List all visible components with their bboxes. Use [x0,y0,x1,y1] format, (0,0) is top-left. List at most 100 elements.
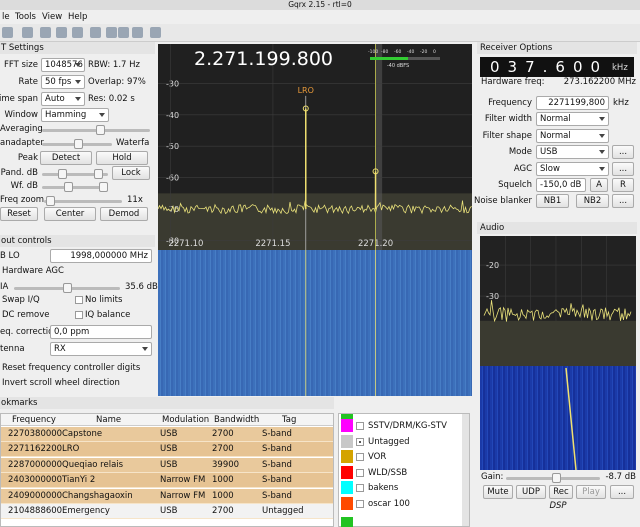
slider-handle[interactable] [46,196,55,206]
button[interactable]: ... [612,194,634,208]
toolbar-icon[interactable] [132,27,143,38]
toolbar-icon[interactable] [150,27,161,38]
input-field[interactable]: Normal [536,129,609,143]
slider-handle[interactable] [99,182,108,192]
toolbar-icon[interactable] [118,27,129,38]
slider-handle[interactable] [58,169,67,179]
menu-item[interactable]: le [2,12,10,22]
toolbar-icon[interactable] [2,27,13,38]
label: Noise blanker [474,196,532,206]
table-cell: S-band [262,475,292,486]
checkbox[interactable] [356,500,364,508]
label: Overlap: 97% [88,77,146,87]
y-tick-label: -40 [166,111,179,120]
button[interactable]: Reset [0,207,38,221]
meter-level [370,57,408,60]
table-cell: Changshagaoxin [62,490,133,501]
checkbox[interactable] [356,484,364,493]
dropdown-arrow[interactable] [75,97,81,101]
input-field[interactable]: 1048576 [41,58,85,72]
input-field[interactable]: RX [50,342,152,356]
menu-item[interactable]: Tools [15,12,36,22]
checkbox[interactable] [75,311,83,319]
table-cell: 2104888600 [8,506,63,516]
dropdown-arrow[interactable] [75,63,81,67]
slider-track[interactable] [44,200,122,203]
slider-handle[interactable] [552,473,561,483]
dropdown-arrow[interactable] [99,113,105,117]
button[interactable]: A [590,178,608,192]
toolbar-icon[interactable] [90,27,101,38]
table-row[interactable] [1,427,333,442]
table-row[interactable] [1,442,333,458]
slider-track[interactable] [42,186,108,189]
slider-handle[interactable] [64,182,73,192]
table-cell: 1000 [212,490,234,501]
button[interactable]: NB1 [536,194,569,208]
table-cell: USB [160,459,178,470]
lcd-unit: kHz [612,63,628,73]
dropdown-arrow[interactable] [599,117,605,121]
button[interactable]: Center [44,207,96,221]
menu-item[interactable]: View [42,12,63,22]
button[interactable]: Demod [100,207,148,221]
checkbox[interactable] [356,437,364,446]
toolbar-icon[interactable] [106,27,117,38]
slider-handle[interactable] [96,125,105,135]
table-row[interactable] [1,488,333,504]
button[interactable]: Detect [40,151,92,165]
y-tick-label: -60 [166,174,179,183]
button[interactable]: Lock [112,166,150,180]
input-field[interactable]: 1998,000000 MHz [50,249,152,263]
checkbox[interactable] [356,468,364,477]
slider-handle[interactable] [63,283,72,293]
input-field[interactable]: Hamming [41,108,109,122]
input-field[interactable]: USB [536,145,609,159]
button[interactable]: NB2 [576,194,609,208]
table-cell: 2403000000 [8,475,63,486]
menu-item[interactable]: Help [68,12,88,22]
tag-color [341,419,353,432]
table-row[interactable] [1,457,333,473]
checkbox[interactable] [356,453,364,462]
dropdown-arrow[interactable] [599,150,605,154]
dropdown-arrow[interactable] [142,347,148,351]
input-field[interactable]: 0,0 ppm [50,325,152,339]
button[interactable]: Hold [96,151,148,165]
button[interactable]: Rec [549,485,573,499]
input-field[interactable]: Auto [41,92,85,106]
label: B LO [0,251,20,261]
tag-name: VOR [368,452,387,463]
input-field[interactable]: Normal [536,112,609,126]
toolbar-icon[interactable] [56,27,67,38]
button[interactable]: R [612,178,634,192]
button[interactable]: UDP [516,485,546,499]
button[interactable]: Play [576,485,606,499]
table-row[interactable] [1,473,333,489]
toolbar-icon[interactable] [22,27,33,38]
toolbar-icon[interactable] [72,27,83,38]
table-row[interactable] [1,504,333,519]
dropdown-arrow[interactable] [599,167,605,171]
input-field[interactable]: 50 fps [41,75,85,89]
button[interactable]: Mute [483,485,513,499]
button[interactable]: ... [612,162,634,176]
label: IQ balance [85,310,131,320]
input-field[interactable]: Slow [536,162,609,176]
input-field[interactable]: -150,0 dB [536,178,586,192]
slider-handle[interactable] [74,139,83,149]
dropdown-arrow[interactable] [75,80,81,84]
label: DC remove [2,310,50,320]
toolbar-icon[interactable] [40,27,51,38]
label: kHz [613,98,629,108]
checkbox[interactable] [356,422,364,430]
input-field[interactable]: 2271199,800 [536,96,609,110]
button[interactable]: ... [612,145,634,159]
button[interactable]: ... [610,485,634,499]
slider-track[interactable] [42,173,108,176]
slider-handle[interactable] [94,169,103,179]
x-tick-label: 2271.10 [168,239,203,249]
dropdown-arrow[interactable] [599,134,605,138]
label: Filter shape [482,131,532,141]
checkbox[interactable] [75,296,83,304]
